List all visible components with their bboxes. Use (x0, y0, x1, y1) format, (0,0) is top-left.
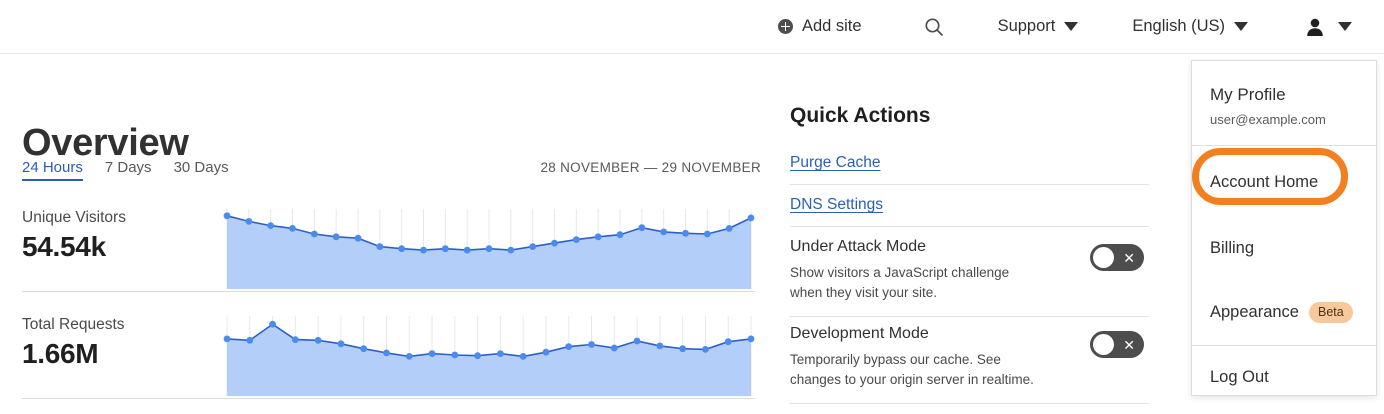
language-label: English (US) (1132, 17, 1225, 35)
under-attack-mode-block: Under Attack Mode Show visitors a JavaSc… (790, 238, 1149, 302)
stat-label-total-requests: Total Requests (22, 316, 125, 333)
toggle-knob (1093, 247, 1114, 268)
sparkline-total-requests (223, 316, 755, 401)
dropdown-divider-2 (1192, 345, 1376, 346)
divider-stats-1 (22, 291, 755, 292)
purge-cache-link[interactable]: Purge Cache (790, 154, 881, 171)
divider-qa-1 (790, 184, 1149, 185)
beta-badge: Beta (1309, 301, 1353, 323)
stat-row-total-requests: Total Requests 1.66M (0, 316, 790, 414)
chevron-down-icon (1234, 22, 1248, 31)
divider-qa-2 (790, 226, 1149, 227)
tab-24-hours[interactable]: 24 Hours (22, 159, 83, 181)
stat-row-unique-visitors: Unique Visitors 54.54k (0, 209, 790, 325)
dropdown-item-account-home[interactable]: Account Home (1192, 146, 1376, 218)
dropdown-item-billing[interactable]: Billing (1192, 218, 1376, 279)
tab-7-days[interactable]: 7 Days (104, 159, 152, 176)
divider-qa-4 (790, 403, 1149, 404)
stat-value-unique-visitors: 54.54k (22, 231, 106, 262)
x-icon: ✕ (1123, 336, 1135, 353)
add-site-button[interactable]: Add site (772, 13, 868, 40)
time-range-tabs: 24 Hours 7 Days 30 Days (22, 159, 229, 181)
dropdown-item-log-out[interactable]: Log Out (1192, 346, 1376, 408)
toggle-knob (1093, 334, 1114, 355)
appearance-label: Appearance (1210, 302, 1299, 321)
dns-settings-link[interactable]: DNS Settings (790, 196, 884, 213)
sparkline-unique-visitors (223, 209, 755, 294)
chevron-down-icon (1064, 22, 1079, 31)
profile-name: My Profile (1210, 85, 1286, 104)
account-menu-button[interactable] (1304, 16, 1352, 38)
top-navigation-bar: Add site Support English (US) (0, 0, 1384, 54)
dropdown-item-appearance[interactable]: Appearance Beta (1192, 279, 1376, 345)
date-range-label: 28 NOVEMBER — 29 NOVEMBER (540, 160, 761, 175)
person-icon (1307, 18, 1323, 36)
stat-label-unique-visitors: Unique Visitors (22, 209, 126, 226)
profile-email: user@example.com (1210, 112, 1326, 127)
divider-stats-2 (22, 398, 755, 399)
under-attack-mode-toggle[interactable]: ✕ (1090, 244, 1144, 271)
overview-panel: Overview 24 Hours 7 Days 30 Days 28 NOVE… (0, 54, 790, 414)
language-menu[interactable]: English (US) (1126, 13, 1254, 40)
account-home-label: Account Home (1210, 172, 1319, 191)
page-title: Overview (22, 122, 189, 164)
quick-actions-title: Quick Actions (790, 104, 931, 127)
search-button[interactable] (920, 13, 948, 41)
dropdown-profile-section[interactable]: My Profile user@example.com (1192, 61, 1376, 145)
dropdown-divider-1 (1192, 145, 1376, 146)
development-mode-label: Development Mode (790, 325, 929, 342)
support-menu[interactable]: Support (992, 13, 1085, 40)
under-attack-mode-label: Under Attack Mode (790, 238, 927, 255)
log-out-label: Log Out (1210, 367, 1269, 386)
chevron-down-icon (1338, 22, 1352, 31)
development-mode-block: Development Mode Temporarily bypass our … (790, 325, 1149, 389)
billing-label: Billing (1210, 239, 1255, 257)
account-dropdown-menu: My Profile user@example.com Account Home… (1191, 60, 1377, 396)
under-attack-mode-description: Show visitors a JavaScript challenge whe… (790, 265, 1010, 300)
x-icon: ✕ (1123, 249, 1135, 266)
stat-value-total-requests: 1.66M (22, 338, 99, 369)
divider-qa-3 (790, 316, 1149, 317)
search-icon (925, 17, 943, 36)
tab-30-days[interactable]: 30 Days (173, 159, 229, 176)
plus-circle-icon (777, 19, 793, 34)
development-mode-description: Temporarily bypass our cache. See change… (790, 352, 1034, 387)
support-label: Support (997, 17, 1056, 35)
development-mode-toggle[interactable]: ✕ (1090, 331, 1144, 358)
add-site-label: Add site (801, 17, 862, 35)
